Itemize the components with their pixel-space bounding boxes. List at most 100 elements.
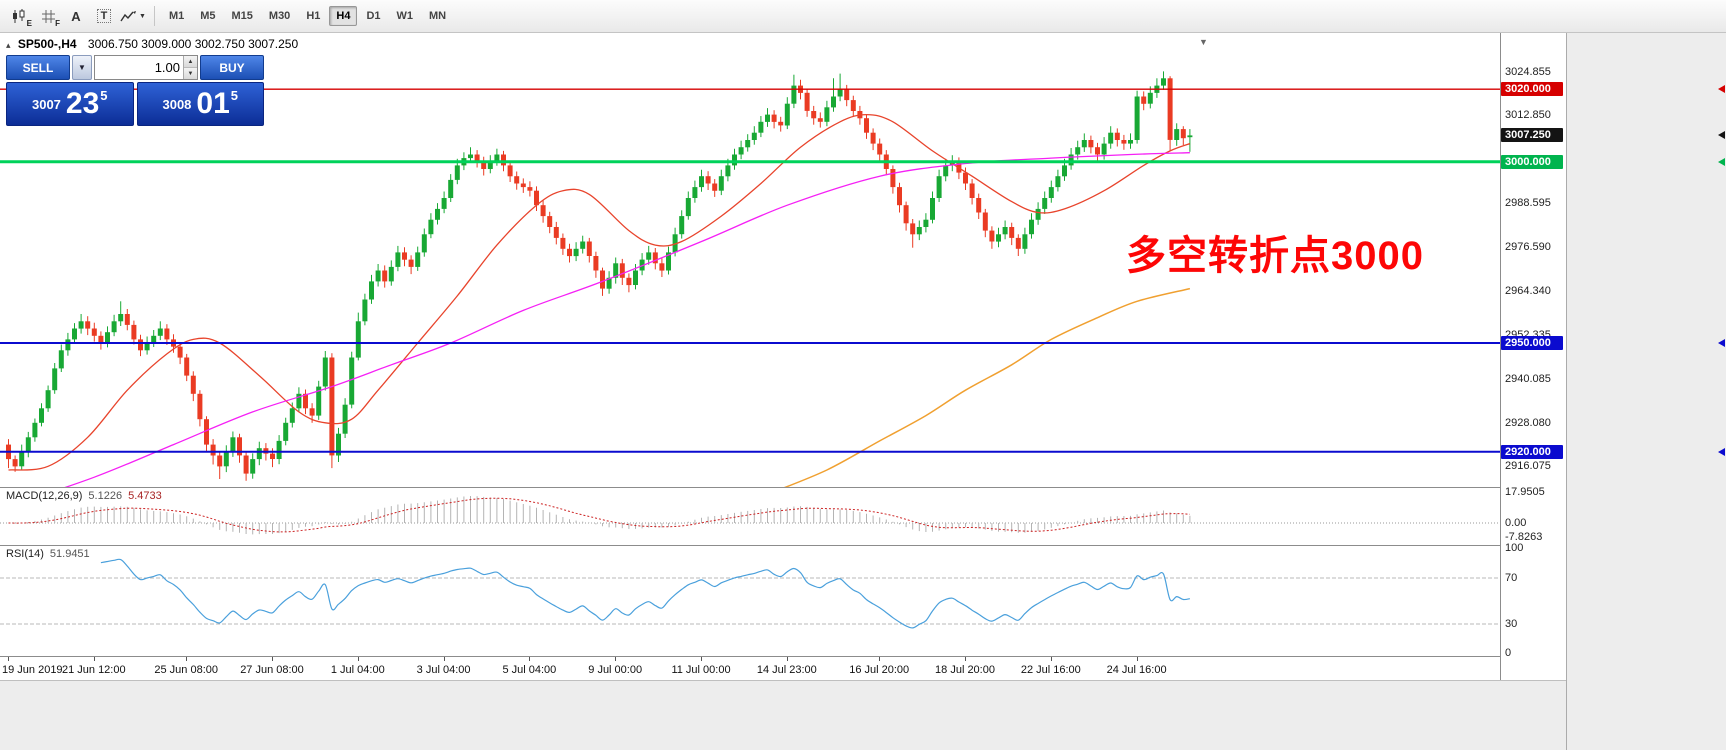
candle-down (1009, 227, 1015, 238)
font-tool-button[interactable]: A (71, 8, 81, 24)
candle-down (1088, 140, 1094, 148)
candle-up (276, 440, 282, 459)
timeframe-W1[interactable]: W1 (396, 10, 414, 22)
candle-down (811, 111, 817, 119)
rsi-pane[interactable] (0, 545, 1500, 656)
candle-up (342, 404, 348, 434)
candle-down (408, 259, 414, 267)
candle-up (494, 154, 500, 162)
candle-up (1002, 227, 1008, 235)
template-f-label: F (55, 19, 60, 28)
symbol-info: ▴ SP500-,H4 3006.750 3009.000 3002.750 3… (6, 37, 298, 51)
candle-up (936, 176, 942, 198)
draw-tool-button[interactable]: ▼ (119, 4, 147, 28)
candle-up (144, 343, 150, 351)
volume-input[interactable]: 1.00 ▲ ▼ (94, 55, 198, 80)
timeframe-H1[interactable]: H1 (306, 10, 321, 22)
candle-up (375, 270, 381, 282)
time-axis-label: 14 Jul 23:00 (756, 664, 817, 676)
candle-down (197, 393, 203, 420)
candle-up (1075, 147, 1081, 155)
volume-increase-button[interactable]: ▲ (184, 56, 197, 68)
timeframe-M5[interactable]: M5 (200, 10, 216, 22)
timeframe-M1[interactable]: M1 (168, 10, 185, 22)
timeframe-D1[interactable]: D1 (366, 10, 381, 22)
candle-up (39, 408, 44, 423)
candle-down (963, 172, 968, 184)
candle-up (685, 198, 691, 217)
candle-down (98, 335, 104, 344)
candle-up (58, 350, 64, 369)
chart-shift-marker-icon[interactable]: ▼ (1199, 37, 1208, 47)
candle-up (725, 165, 731, 177)
price-chart-canvas[interactable] (0, 33, 1500, 507)
price-axis[interactable]: 3024.855 3012.850 2988.595 2976.590 2964.340… (1501, 33, 1566, 680)
timeframe-H4[interactable]: H4 (329, 6, 358, 26)
candle-down (1095, 147, 1100, 155)
buy-button[interactable]: BUY (200, 55, 264, 80)
grid-template-button[interactable]: F (35, 4, 61, 28)
rsi-axis-label: 0 (1505, 647, 1512, 659)
buy-pips: 01 (196, 87, 230, 120)
candle-up (573, 248, 579, 257)
timeframe-M15[interactable]: M15 (231, 10, 253, 22)
candle-down (131, 324, 137, 340)
chart-annotation-text[interactable]: 多空转折点3000 (1126, 234, 1424, 278)
candle-down (190, 375, 196, 394)
chevron-down-icon: ▼ (78, 63, 86, 72)
candlestick-template-button[interactable]: E (7, 4, 33, 28)
candle-up (369, 281, 374, 300)
timeframe-bar: M1 M5 M15 M30 H1 H4 D1 W1 MN (161, 6, 454, 26)
candle-down (303, 393, 308, 409)
candle-up (1134, 96, 1140, 140)
candle-up (289, 408, 295, 423)
volume-decrease-button[interactable]: ▼ (184, 68, 197, 79)
trade-options-dropdown[interactable]: ▼ (72, 55, 92, 80)
candle-up (25, 437, 31, 452)
chart-window[interactable]: ▴ SP500-,H4 3006.750 3009.000 3002.750 3… (0, 33, 1566, 680)
time-axis-tick (272, 657, 273, 661)
candle-down (890, 169, 896, 188)
time-axis-tick (965, 657, 966, 661)
candle-down (474, 154, 480, 162)
pane-separator[interactable] (0, 545, 1566, 546)
one-click-trading-panel: SELL ▼ 1.00 ▲ ▼ BUY 3007 23 5 3008 01 (6, 55, 264, 126)
candle-down (514, 176, 520, 184)
candle-down (270, 453, 275, 459)
candle-down (12, 459, 18, 467)
price-chart-pane[interactable] (0, 33, 1500, 507)
sell-price-display[interactable]: 3007 23 5 (6, 82, 134, 126)
right-workspace-gutter (1566, 33, 1726, 750)
macd-pane[interactable] (0, 487, 1500, 545)
candle-up (1042, 198, 1048, 209)
candle-up (1062, 165, 1067, 177)
candle-up (448, 179, 454, 198)
time-axis[interactable]: 19 Jun 2019 21 Jun 12:00 25 Jun 08:00 27 Ju… (0, 656, 1500, 680)
candle-down (138, 339, 143, 351)
pane-separator[interactable] (0, 487, 1566, 488)
candle-down (1121, 140, 1127, 144)
candle-up (105, 332, 110, 344)
candle-up (415, 252, 421, 267)
candle-down (210, 444, 216, 456)
symbol-period-label: SP500-,H4 (17, 37, 77, 51)
macd-axis-label: 0.00 (1505, 517, 1527, 529)
buy-price-display[interactable]: 3008 01 5 (136, 82, 264, 126)
candle-up (916, 227, 922, 235)
candle-up (52, 368, 58, 391)
timeframe-MN[interactable]: MN (429, 10, 447, 22)
text-tool-button[interactable]: T (91, 4, 117, 28)
candle-up (1035, 208, 1041, 220)
timeframe-M30[interactable]: M30 (268, 10, 291, 22)
sell-button[interactable]: SELL (6, 55, 70, 80)
candle-up (646, 252, 652, 260)
candle-up (65, 339, 71, 351)
candle-up (1081, 140, 1087, 148)
price-axis-label: 2964.340 (1505, 285, 1551, 298)
candle-up (250, 459, 256, 474)
price-axis-label: 2976.590 (1505, 240, 1551, 253)
candle-up (1068, 154, 1074, 166)
collapse-panel-icon[interactable]: ▴ (6, 40, 11, 50)
candle-down (1141, 96, 1147, 104)
candle-up (388, 266, 394, 282)
